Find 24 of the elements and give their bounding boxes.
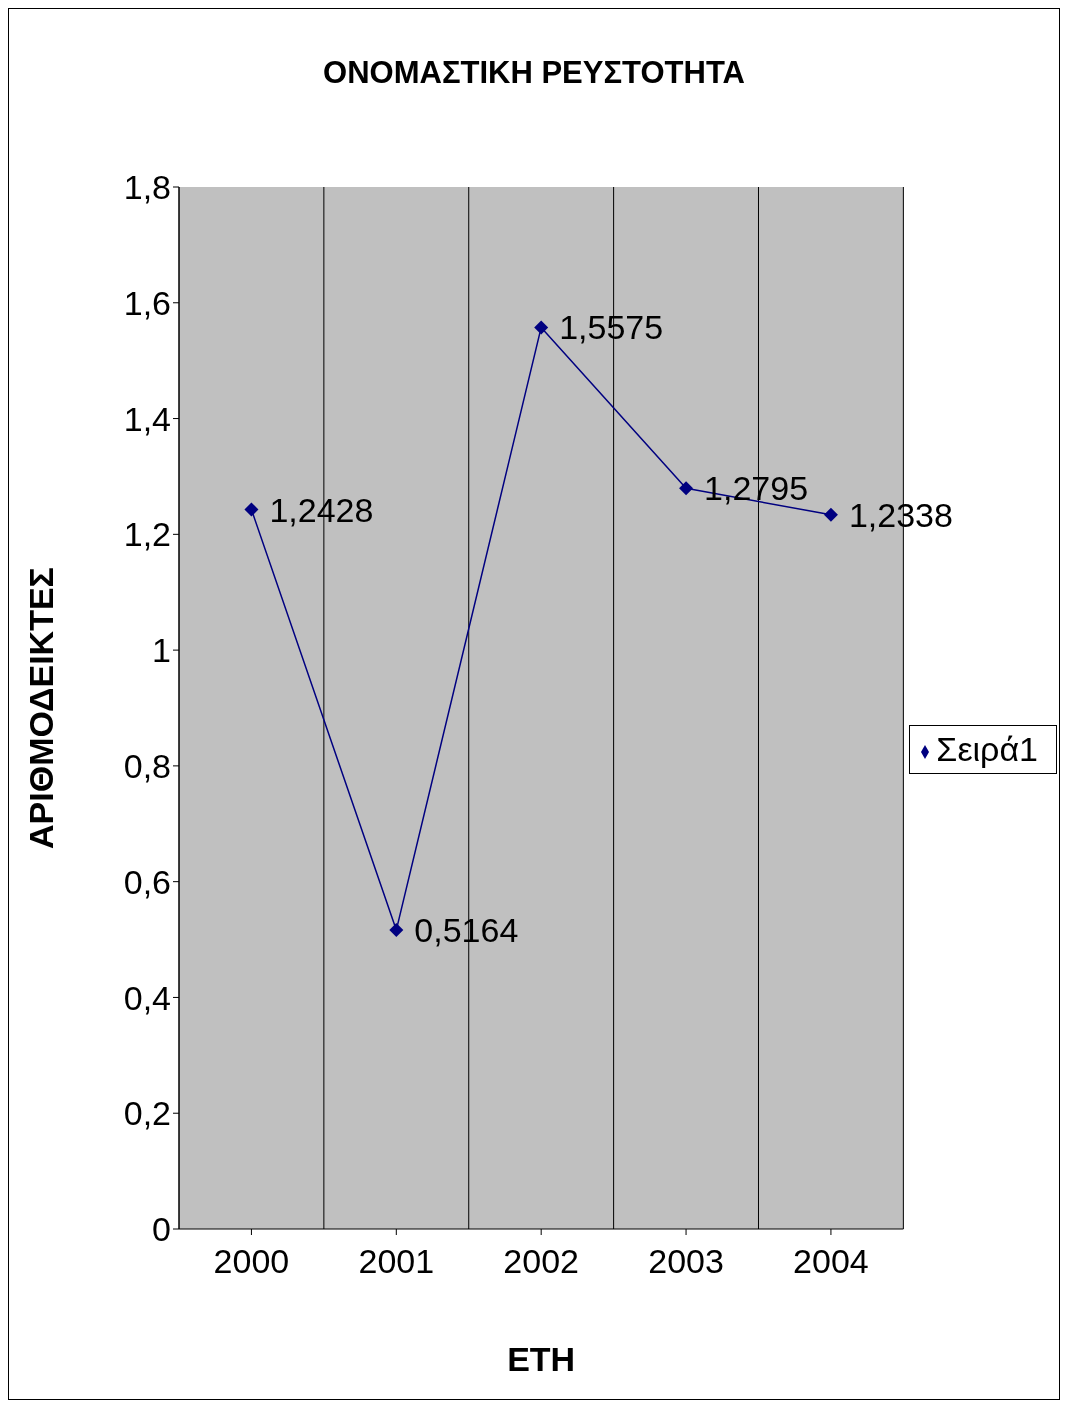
y-tick-label: 0,8 xyxy=(123,746,171,785)
point xyxy=(534,320,549,335)
y-tick-label: 0,4 xyxy=(123,978,171,1017)
y-tick-label: 1,2 xyxy=(123,515,171,554)
x-tick-label: 2000 xyxy=(213,1242,290,1281)
point xyxy=(244,502,259,517)
y-tick-label: 0,2 xyxy=(123,1094,171,1133)
x-tick-label: 2001 xyxy=(358,1242,435,1281)
point xyxy=(679,481,694,496)
y-tick-label: 1,6 xyxy=(123,283,171,322)
y-tick-label: 1,4 xyxy=(123,399,171,438)
point xyxy=(389,923,404,938)
y-tick-label: 1,8 xyxy=(123,168,171,207)
x-tick-label: 2003 xyxy=(648,1242,724,1281)
y-axis-title: ΑΡΙΘΜΟΔΕΙΚΤΕΣ xyxy=(22,567,61,849)
x-tick-label: 2002 xyxy=(503,1242,579,1281)
chart-title: ΟΝΟΜΑΣΤΙΚΗ ΡΕΥΣΤΟΤΗΤΑ xyxy=(322,54,746,92)
x-tick-label: 2004 xyxy=(793,1242,869,1281)
x-axis-title: ΕΤΗ xyxy=(507,1340,576,1378)
y-tick-label: 1 xyxy=(152,631,171,670)
point xyxy=(823,507,838,522)
y-tick-label: 0,6 xyxy=(123,862,171,901)
legend-label: Σειρά1 xyxy=(936,729,1038,768)
y-tick-label: 0 xyxy=(152,1210,171,1249)
